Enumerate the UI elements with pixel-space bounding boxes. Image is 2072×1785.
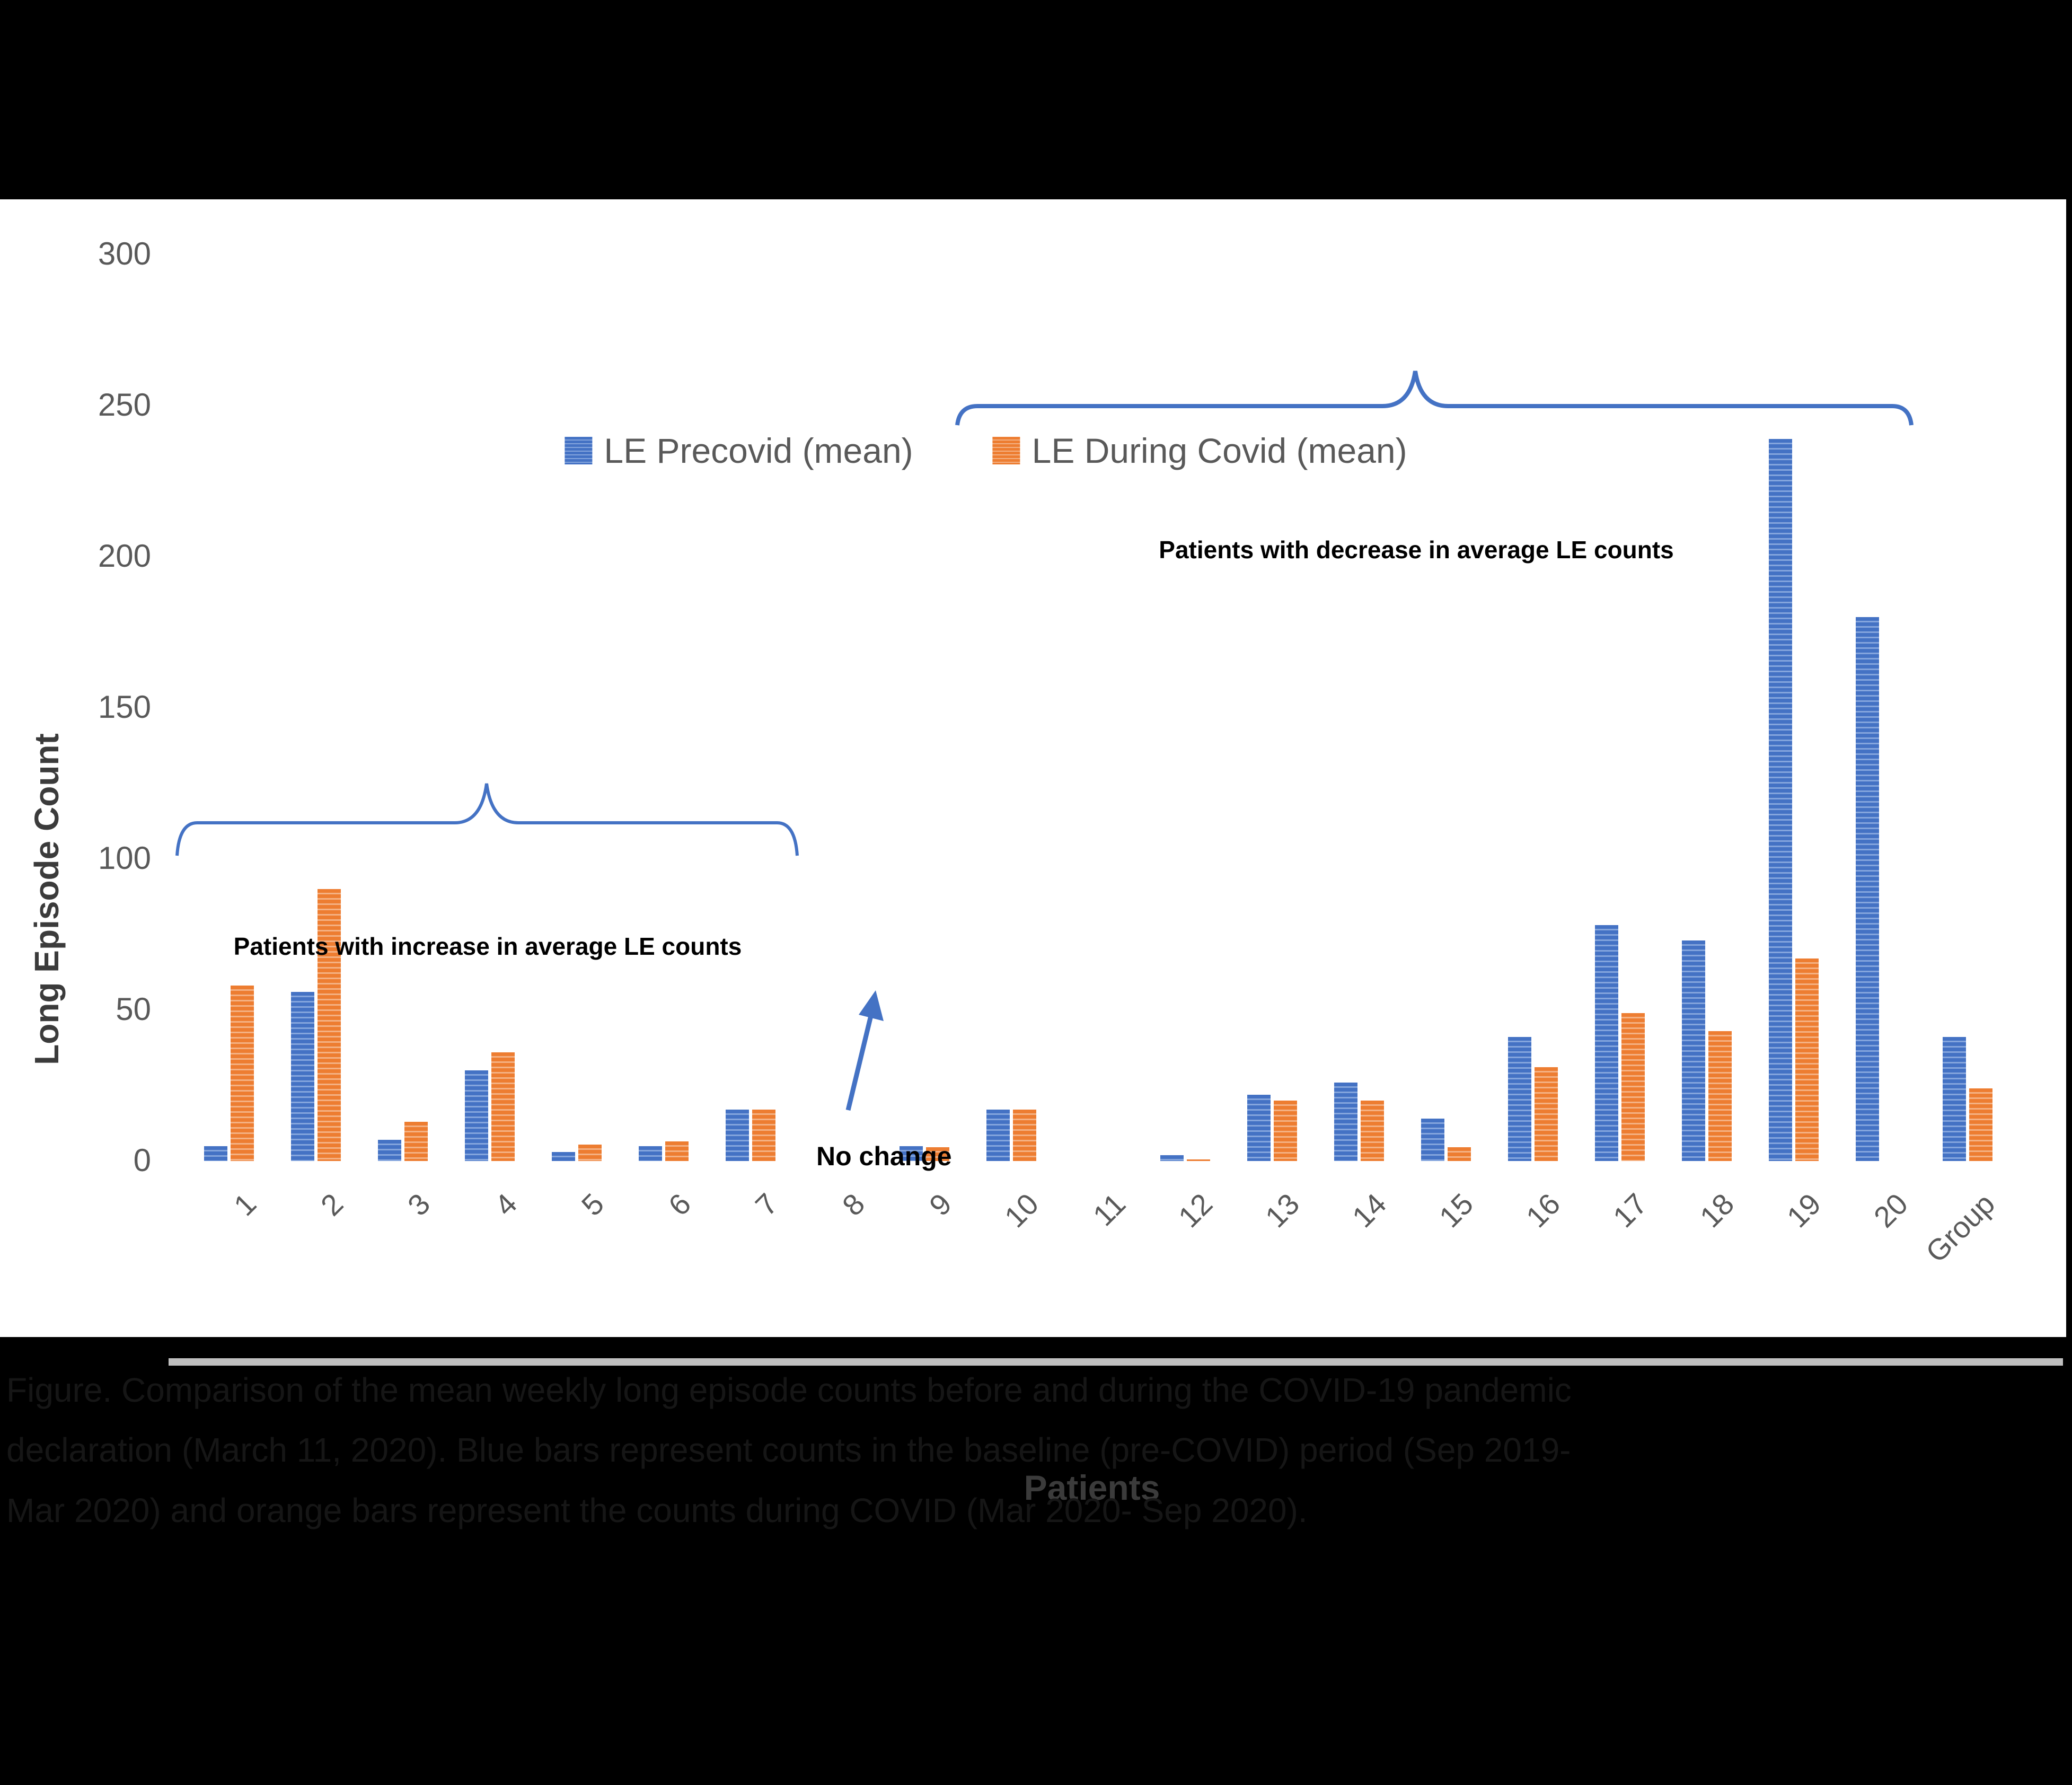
bar-precovid-16 [1508,1037,1531,1161]
y-tick-label-150: 150 [98,689,151,725]
x-axis-title: Patients [1024,1468,1160,1507]
y-tick-label-100: 100 [98,840,151,876]
bar-duringcovid-5 [578,1144,602,1161]
bar-precovid-20 [1856,617,1879,1161]
y-tick-label-300: 300 [98,236,151,271]
bar-duringcovid-13 [1274,1101,1297,1161]
annotation-no-change-label: No change [816,1141,952,1171]
bar-duringcovid-14 [1361,1101,1384,1161]
bar-precovid-6 [639,1146,662,1161]
bar-precovid-5 [552,1151,575,1161]
x-category-label-11: 11 [1086,1186,1132,1233]
legend-swatch-precovid-icon [565,437,593,464]
bar-duringcovid-2 [318,889,341,1161]
bar-duringcovid-4 [491,1052,515,1161]
bar-precovid-19 [1769,438,1792,1161]
bar-precovid-18 [1682,940,1705,1161]
x-category-label-19: 19 [1780,1186,1828,1234]
bar-precovid-15 [1421,1119,1444,1161]
bar-precovid-1 [204,1146,227,1161]
legend-label-during-covid: LE During Covid (mean) [1031,431,1407,470]
y-tick-label-0: 0 [133,1142,151,1178]
x-category-label-15: 15 [1432,1186,1480,1234]
bar-duringcovid-17 [1621,1013,1645,1161]
bar-precovid-14 [1334,1082,1357,1161]
bar-precovid-17 [1595,925,1618,1161]
bar-duringcovid-12 [1187,1159,1210,1161]
x-category-label-9: 9 [922,1186,958,1223]
legend-item-precovid: LE Precovid (mean) [565,430,913,471]
legend-item-during-covid: LE During Covid (mean) [992,430,1407,471]
bar-duringcovid-3 [404,1121,428,1161]
x-category-label-6: 6 [662,1186,698,1223]
bar-duringcovid-9 [926,1147,949,1161]
x-category-label-2: 2 [314,1186,350,1223]
bar-duringcovid-18 [1708,1031,1732,1161]
x-category-label-4: 4 [488,1186,524,1223]
bar-duringcovid-7 [752,1110,775,1161]
legend-label-precovid: LE Precovid (mean) [604,431,913,470]
x-axis-baseline [169,1358,2063,1366]
bar-duringcovid-group [1969,1088,1992,1161]
chart-panel: LE Precovid (mean) LE During Covid (mean… [0,199,2066,1507]
y-tick-label-250: 250 [98,387,151,423]
bar-precovid-12 [1160,1155,1184,1161]
x-category-label-17: 17 [1606,1186,1654,1234]
x-category-label-3: 3 [401,1186,437,1223]
x-category-label-18: 18 [1693,1186,1741,1234]
caption-line-3: Mar 2020) and orange bars represent the … [6,1491,1308,1529]
bar-duringcovid-6 [665,1141,689,1161]
bar-duringcovid-15 [1448,1147,1471,1161]
bar-precovid-13 [1247,1094,1271,1161]
x-category-label-12: 12 [1171,1186,1219,1234]
x-category-label-10: 10 [998,1186,1045,1234]
caption-line-1: Figure. Comparison of the mean weekly lo… [6,1371,1572,1409]
x-category-label-group: Group [1919,1186,2002,1269]
chart-legend: LE Precovid (mean) LE During Covid (mean… [565,430,1407,471]
bar-precovid-2 [291,991,314,1161]
bar-duringcovid-19 [1795,959,1819,1161]
annotation-increase-label: Patients with increase in average LE cou… [233,933,742,960]
x-category-label-7: 7 [748,1186,784,1223]
bar-precovid-10 [986,1110,1010,1161]
x-category-label-16: 16 [1519,1186,1567,1234]
bar-precovid-4 [465,1070,488,1161]
caption-line-2: declaration (March 11, 2020). Blue bars … [6,1431,1571,1469]
x-category-label-13: 13 [1258,1186,1306,1234]
bar-precovid-group [1943,1037,1966,1161]
x-category-label-8: 8 [835,1186,871,1223]
annotation-decrease-label: Patients with decrease in average LE cou… [1159,536,1674,564]
bar-precovid-3 [378,1140,401,1161]
x-category-label-14: 14 [1345,1186,1393,1234]
y-tick-label-50: 50 [116,991,151,1027]
bar-precovid-7 [726,1110,749,1161]
bar-duringcovid-1 [231,986,254,1161]
x-category-label-1: 1 [227,1186,263,1223]
x-category-label-20: 20 [1867,1186,1915,1234]
bar-duringcovid-10 [1013,1110,1036,1161]
bar-duringcovid-16 [1535,1067,1558,1161]
x-category-label-5: 5 [575,1186,611,1223]
legend-swatch-during-covid-icon [992,437,1020,464]
bar-precovid-9 [900,1146,923,1161]
y-tick-label-200: 200 [98,538,151,574]
